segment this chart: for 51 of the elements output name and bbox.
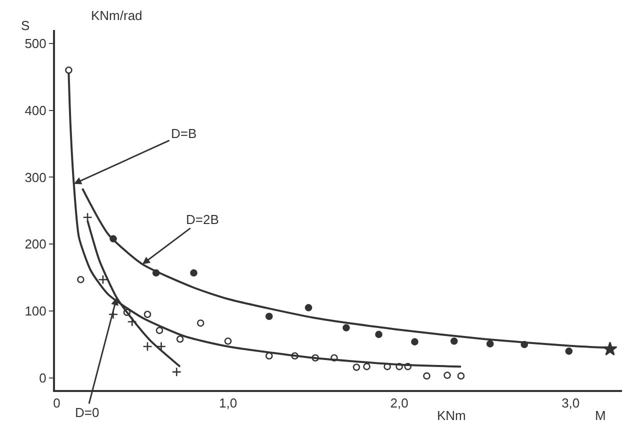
text: KNm/rad [91, 8, 142, 23]
point [224, 338, 232, 345]
point [291, 352, 298, 360]
y-tick-label: 300 [24, 170, 46, 185]
x-axis-title: M [595, 408, 606, 423]
point [396, 362, 403, 370]
point [342, 324, 350, 332]
point [196, 319, 204, 327]
point [156, 342, 166, 352]
point [265, 312, 273, 320]
point [312, 354, 320, 362]
point [384, 362, 391, 370]
annotation: D=2B [186, 212, 219, 227]
y-axis-title: S [21, 18, 30, 33]
y-tick-label: 0 [39, 370, 46, 386]
point [404, 362, 412, 370]
point [65, 66, 72, 74]
annotation: D=0 [75, 405, 100, 420]
point [423, 372, 430, 380]
y-tick-label: 500 [24, 36, 46, 51]
text: KNm [437, 408, 466, 423]
x-tick-label: 0 [53, 396, 60, 411]
point [144, 310, 152, 318]
point [330, 354, 338, 362]
point [142, 342, 152, 352]
point [123, 308, 131, 316]
x-tick-label: 2,0 [390, 396, 408, 411]
point [486, 340, 494, 348]
point [156, 326, 164, 334]
point [375, 330, 382, 338]
annotation: D=B [171, 126, 197, 141]
x-tick-label: 1,0 [218, 396, 238, 411]
y-tick-label: 100 [24, 304, 46, 319]
y-tick-label: 400 [24, 102, 46, 118]
point [98, 274, 108, 284]
point [176, 335, 184, 343]
point [457, 372, 465, 380]
y-tick-label: 200 [24, 236, 46, 252]
point [363, 362, 370, 370]
point [108, 310, 118, 320]
point [172, 367, 182, 377]
point [304, 304, 312, 312]
point [444, 372, 451, 379]
point [265, 352, 273, 360]
point [77, 276, 84, 284]
point [565, 348, 573, 355]
point [411, 338, 418, 346]
point [352, 364, 360, 371]
point [450, 338, 458, 345]
x-tick-label: 3,0 [562, 396, 580, 411]
point [190, 269, 198, 277]
